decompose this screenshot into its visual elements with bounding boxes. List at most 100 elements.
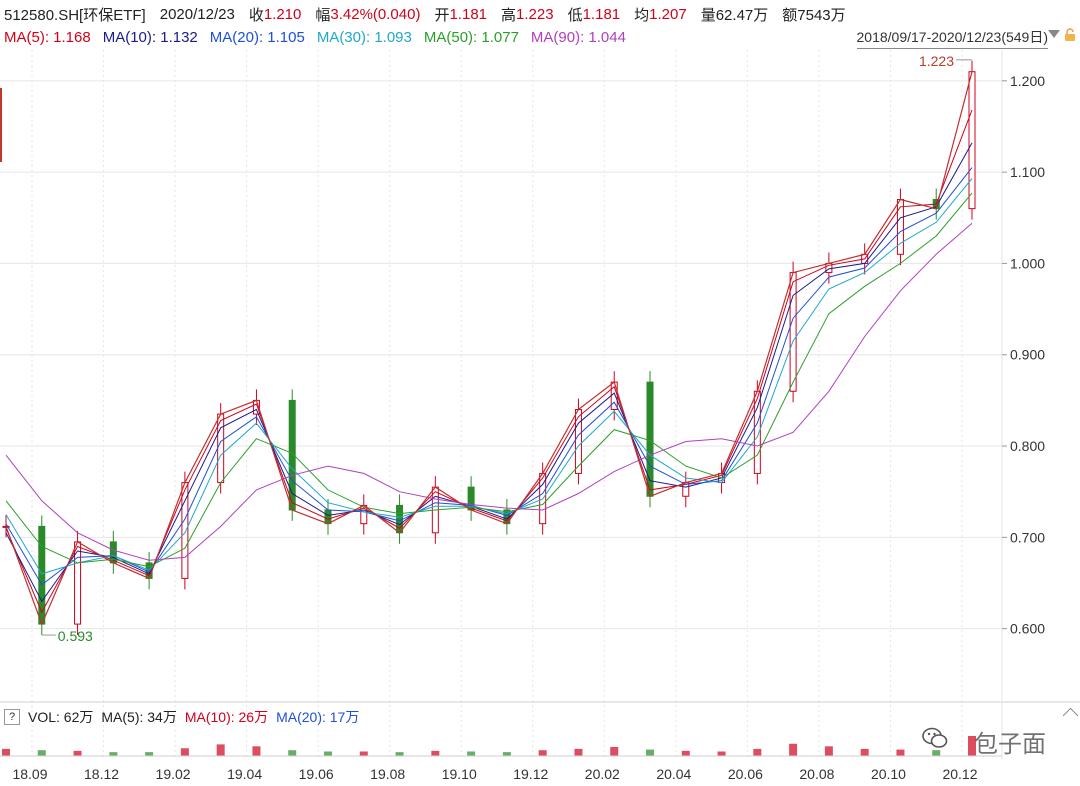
vol-ma10: MA(10): 26万 xyxy=(184,709,269,725)
candle-body xyxy=(968,71,976,210)
ma-legend-item: MA(90): 1.044 xyxy=(530,28,626,46)
volume-bar xyxy=(431,750,440,756)
volume-bar xyxy=(73,750,82,756)
y-tick-label: 0.600 xyxy=(1010,621,1045,637)
volume-bar xyxy=(2,748,10,756)
candles xyxy=(2,60,976,636)
x-tick-label: 20.08 xyxy=(799,766,834,782)
volume-value: 62.47万 xyxy=(715,6,769,24)
y-tick-label: 0.700 xyxy=(1010,529,1045,545)
volume-bar xyxy=(538,750,547,756)
volume-bar xyxy=(467,751,476,756)
volume-bar xyxy=(896,749,905,756)
y-tick-label: 1.100 xyxy=(1010,164,1045,180)
x-tick-label: 19.10 xyxy=(442,766,477,782)
low-label: 低 xyxy=(567,6,583,24)
ma-legend-item: MA(10): 1.132 xyxy=(102,28,198,46)
volume-bar xyxy=(37,750,46,756)
candle-body xyxy=(896,199,904,255)
wechat-icon xyxy=(922,727,948,748)
ma-line-ma50 xyxy=(5,192,973,568)
volume-bar xyxy=(681,750,690,756)
x-tick-label: 18.12 xyxy=(84,766,119,782)
symbol-label[interactable]: 512580.SH[环保ETF] xyxy=(4,6,146,24)
volume-bar xyxy=(574,748,583,756)
volume-label: 量 xyxy=(700,6,716,24)
dropdown-arrow-icon[interactable] xyxy=(1048,30,1060,38)
volume-bar xyxy=(824,746,833,756)
vol-ma20: MA(20): 17万 xyxy=(276,709,360,725)
ma-line-ma20 xyxy=(5,167,973,586)
candle-body xyxy=(789,272,797,392)
avg-label: 均 xyxy=(634,6,650,24)
candle-body xyxy=(646,381,654,497)
y-tick-label: 0.800 xyxy=(1010,438,1045,454)
x-tick-label: 19.08 xyxy=(370,766,405,782)
volume-bar xyxy=(216,744,225,756)
volume-bar xyxy=(288,750,297,756)
ma-line-ma5 xyxy=(5,109,973,614)
open-value: 1.181 xyxy=(449,5,488,23)
x-tick-label: 20.12 xyxy=(942,766,977,782)
ma-line-ma90 xyxy=(5,222,973,561)
ma-legend-item: MA(50): 1.077 xyxy=(423,28,519,46)
x-axis-ticks: 18.09 18.12 19.02 19.04 19.06 19.08 19.10 19.12… xyxy=(12,766,977,782)
low-annotation-label: 0.593 xyxy=(58,628,93,644)
volume-bars xyxy=(0,736,1002,757)
x-tick-label: 19.12 xyxy=(513,766,548,782)
watermark-text: 包子面 xyxy=(974,731,1046,758)
x-tick-label: 20.02 xyxy=(585,766,620,782)
candle-body xyxy=(38,525,46,625)
high-label: 高 xyxy=(501,6,517,24)
ma-legend-item: MA(20): 1.105 xyxy=(209,28,305,46)
close-label: 收 xyxy=(248,6,264,24)
candle-body xyxy=(324,509,332,525)
x-tick-label: 18.09 xyxy=(12,766,47,782)
x-tick-label: 19.02 xyxy=(156,766,191,782)
y-tick-label: 1.000 xyxy=(1010,255,1045,271)
volume-bar xyxy=(180,748,189,756)
y-tick-label: 0.900 xyxy=(1010,347,1045,363)
volume-bar xyxy=(395,752,404,756)
x-tick-label: 20.06 xyxy=(728,766,763,782)
help-icon[interactable]: ? xyxy=(4,709,20,725)
lock-icon[interactable] xyxy=(1064,28,1076,42)
volume-bar xyxy=(860,748,869,756)
close-value: 1.210 xyxy=(263,5,302,23)
y-axis-ticks: 1.200 1.100 1.000 0.900 0.800 0.700 0.600 xyxy=(1002,73,1045,637)
x-tick-label: 19.04 xyxy=(227,766,262,782)
ma-legend-item: MA(5): 1.168 xyxy=(4,28,91,46)
volume-bar xyxy=(359,751,368,756)
volume-bar xyxy=(252,746,261,756)
change-value: 3.42%(0.040) xyxy=(330,5,421,23)
volume-bar xyxy=(646,749,654,756)
ma-legend-item: MA(30): 1.093 xyxy=(316,28,412,46)
volume-bar xyxy=(145,752,154,756)
high-annotation-label: 1.223 xyxy=(919,53,954,69)
close-line xyxy=(5,71,973,626)
volume-bar xyxy=(717,751,726,756)
ma-lines xyxy=(5,71,973,626)
ma-legend: MA(5): 1.168 MA(10): 1.132 MA(20): 1.105 MA… xyxy=(4,26,638,48)
amount-value: 7543万 xyxy=(797,6,846,24)
avg-value: 1.207 xyxy=(649,5,687,23)
volume-bar xyxy=(324,751,332,756)
y-tick-label: 1.200 xyxy=(1010,73,1045,89)
low-value: 1.181 xyxy=(582,5,621,23)
grid-lines xyxy=(0,50,1002,760)
volume-bar xyxy=(968,736,976,756)
volume-bar xyxy=(753,748,762,756)
ma-line-ma10 xyxy=(5,142,973,603)
vol-value: VOL: 62万 xyxy=(28,709,94,725)
amount-label: 额 xyxy=(782,6,798,24)
x-tick-label: 20.04 xyxy=(656,766,691,782)
volume-bar xyxy=(932,750,941,756)
date-range[interactable]: 2018/09/17-2020/12/23(549日) xyxy=(856,27,1048,49)
quote-info-row: 512580.SH[环保ETF] 2020/12/23 收 1.210 幅 3.42… xyxy=(4,3,860,25)
date-label: 2020/12/23 xyxy=(159,5,235,23)
change-label: 幅 xyxy=(315,6,331,24)
x-tick-label: 19.06 xyxy=(299,766,334,782)
vol-ma5: MA(5): 34万 xyxy=(101,709,177,725)
annotations: 1.223 0.593 xyxy=(41,53,972,644)
